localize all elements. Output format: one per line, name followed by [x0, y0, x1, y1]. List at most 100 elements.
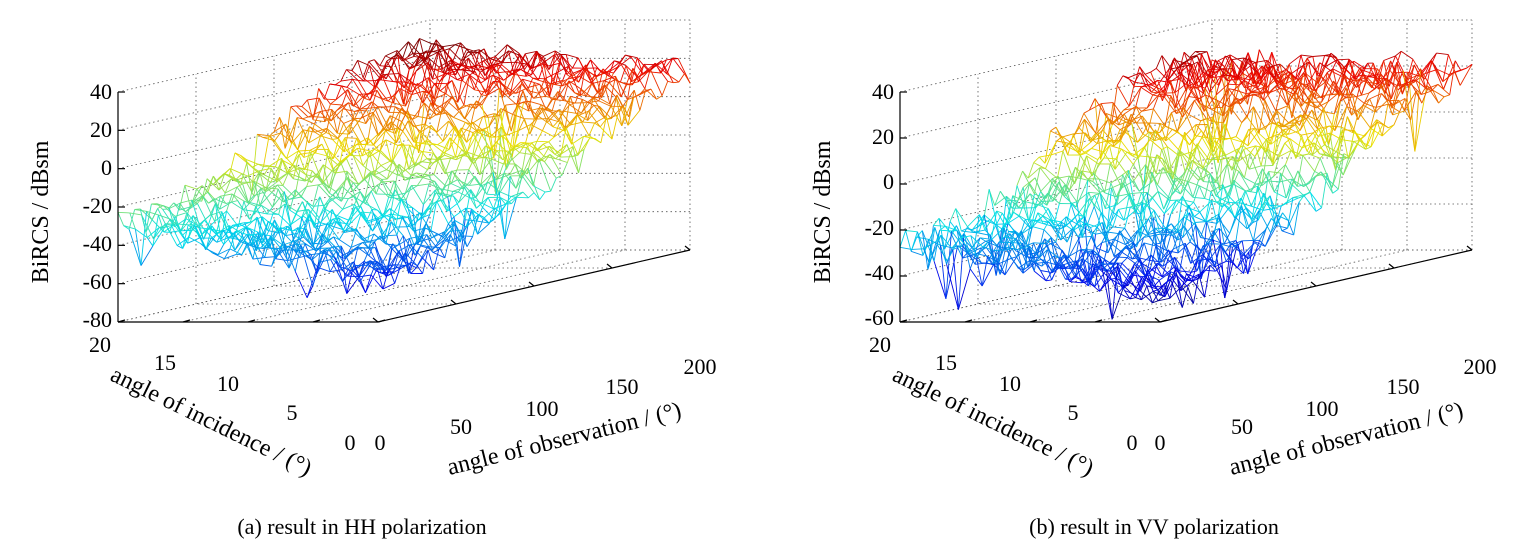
mesh-edge — [284, 117, 298, 149]
mesh-edge — [1046, 249, 1054, 272]
mesh-edge — [318, 184, 331, 199]
mesh-edge — [1144, 71, 1151, 75]
mesh-edge — [404, 252, 412, 274]
mesh-edge — [1395, 55, 1408, 80]
mesh-edge — [405, 261, 412, 266]
mesh-edge — [1199, 211, 1206, 222]
mesh-edge — [384, 208, 391, 216]
mesh-edge — [1266, 149, 1274, 166]
mesh-edge — [1313, 128, 1320, 134]
mesh-edge — [1269, 87, 1282, 94]
mesh-edge — [402, 215, 415, 246]
mesh-edge — [607, 70, 614, 74]
mesh-edge — [396, 128, 410, 170]
mesh-edge — [1155, 55, 1163, 69]
mesh-edge — [1269, 86, 1276, 94]
mesh-edge — [560, 127, 567, 158]
mesh-edge — [416, 265, 423, 274]
mesh-edge — [1079, 222, 1086, 238]
mesh-edge — [205, 225, 213, 249]
mesh-edge — [295, 105, 309, 118]
mesh-edge — [449, 137, 456, 158]
mesh-edge — [535, 108, 543, 120]
mesh-edge — [568, 80, 582, 90]
mesh-edge — [365, 107, 372, 124]
mesh-edge — [1113, 238, 1126, 246]
grid-line — [1094, 249, 1408, 323]
mesh-edge — [1313, 142, 1320, 155]
mesh-edge — [1024, 193, 1031, 202]
mesh-edge — [249, 206, 257, 223]
mesh-edge — [1119, 123, 1133, 130]
mesh-edge — [488, 108, 502, 128]
mesh-edge — [485, 156, 492, 160]
mesh-edge — [1258, 99, 1266, 134]
mesh-edge — [292, 164, 305, 171]
mesh-edge — [1157, 184, 1170, 199]
mesh-edge — [1065, 264, 1078, 280]
mesh-edge — [1340, 106, 1348, 128]
mesh-edge — [1069, 281, 1082, 284]
mesh-edge — [359, 281, 366, 293]
mesh-edge — [1179, 56, 1192, 66]
mesh-edge — [1201, 51, 1208, 55]
mesh-edge — [528, 82, 535, 112]
mesh-edge — [1025, 219, 1032, 245]
mesh-edge — [1209, 59, 1216, 93]
mesh-edge — [1043, 229, 1057, 243]
mesh-edge — [443, 137, 451, 156]
mesh-edge — [277, 188, 291, 211]
mesh-edge — [1276, 110, 1290, 124]
mesh-edge — [1310, 93, 1318, 121]
mesh-edge — [1209, 74, 1222, 93]
mesh-edge — [385, 139, 392, 163]
mesh-edge — [389, 208, 397, 228]
mesh-edge — [1093, 192, 1101, 207]
mesh-edge — [471, 131, 478, 163]
mesh-edge — [581, 97, 594, 114]
mesh-edge — [1315, 72, 1328, 92]
mesh-edge — [439, 68, 452, 83]
mesh-edge — [129, 212, 142, 216]
mesh-edge — [213, 175, 226, 194]
mesh-edge — [939, 245, 947, 299]
mesh-edge — [579, 68, 586, 77]
mesh-edge — [1233, 75, 1246, 82]
mesh-edge — [1238, 76, 1251, 81]
mesh-edge — [1326, 72, 1340, 97]
mesh-edge — [1118, 209, 1125, 221]
mesh-edge — [530, 124, 543, 132]
mesh-edge — [313, 97, 320, 117]
mesh-edge — [1152, 217, 1160, 262]
mesh-edge — [310, 233, 323, 248]
mesh-edge — [1357, 92, 1370, 97]
mesh-edge — [949, 208, 957, 222]
mesh-edge — [533, 93, 540, 99]
mesh-edge — [443, 231, 451, 241]
mesh-edge — [1100, 263, 1107, 271]
mesh-edge — [468, 74, 481, 84]
mesh-edge — [1068, 256, 1075, 264]
mesh-edge — [522, 78, 535, 83]
mesh-edge — [352, 79, 365, 99]
mesh-edge — [433, 81, 441, 99]
mesh-edge — [331, 109, 344, 124]
mesh-edge — [390, 213, 397, 220]
mesh-edge — [603, 75, 616, 82]
mesh-edge — [412, 116, 419, 120]
mesh-edge — [288, 244, 302, 269]
mesh-edge — [673, 81, 679, 84]
mesh-edge — [1263, 86, 1277, 112]
mesh-edge — [1161, 146, 1168, 150]
mesh-edge — [1147, 217, 1154, 235]
mesh-edge — [488, 207, 496, 224]
mesh-edge — [579, 64, 587, 96]
y-axis-label: angle of incidence / (°) — [106, 362, 315, 482]
mesh-edge — [1176, 199, 1182, 201]
mesh-edge — [451, 80, 465, 106]
mesh-edge — [916, 230, 923, 238]
mesh-edge — [470, 100, 477, 125]
mesh-edge — [678, 73, 685, 83]
mesh-edge — [411, 185, 424, 205]
mesh-edge — [1243, 57, 1257, 73]
